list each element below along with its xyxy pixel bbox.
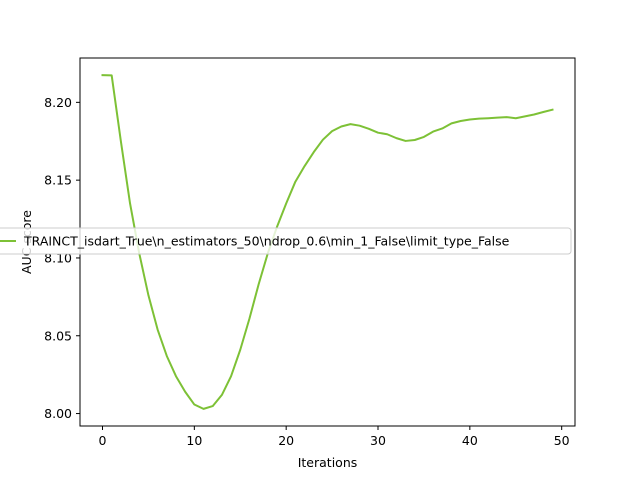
y-tick-label: 8.00 <box>44 406 72 421</box>
legend-box <box>0 227 572 255</box>
x-axis-title: Iterations <box>298 455 358 470</box>
series-layer <box>101 74 554 410</box>
x-tick-label: 10 <box>186 433 202 448</box>
y-tick-label: 8.15 <box>44 173 72 188</box>
series-line-0 <box>101 74 554 410</box>
legend-label: TRAINCT_isdart_True\n_estimators_50\ndro… <box>23 234 510 249</box>
x-tick-label: 50 <box>554 433 570 448</box>
x-tick-label: 40 <box>462 433 478 448</box>
x-axis-ticks: 0 10 20 30 40 50 <box>99 426 570 448</box>
y-tick-label: 8.05 <box>44 328 72 343</box>
x-tick-label: 20 <box>278 433 294 448</box>
y-tick-label: 8.20 <box>44 95 72 110</box>
x-tick-label: 0 <box>99 433 107 448</box>
y-axis-ticks: 8.008.058.108.158.20 <box>44 95 80 421</box>
x-tick-label: 30 <box>370 433 386 448</box>
legend: TRAINCT_isdart_True\n_estimators_50\ndro… <box>0 227 572 255</box>
